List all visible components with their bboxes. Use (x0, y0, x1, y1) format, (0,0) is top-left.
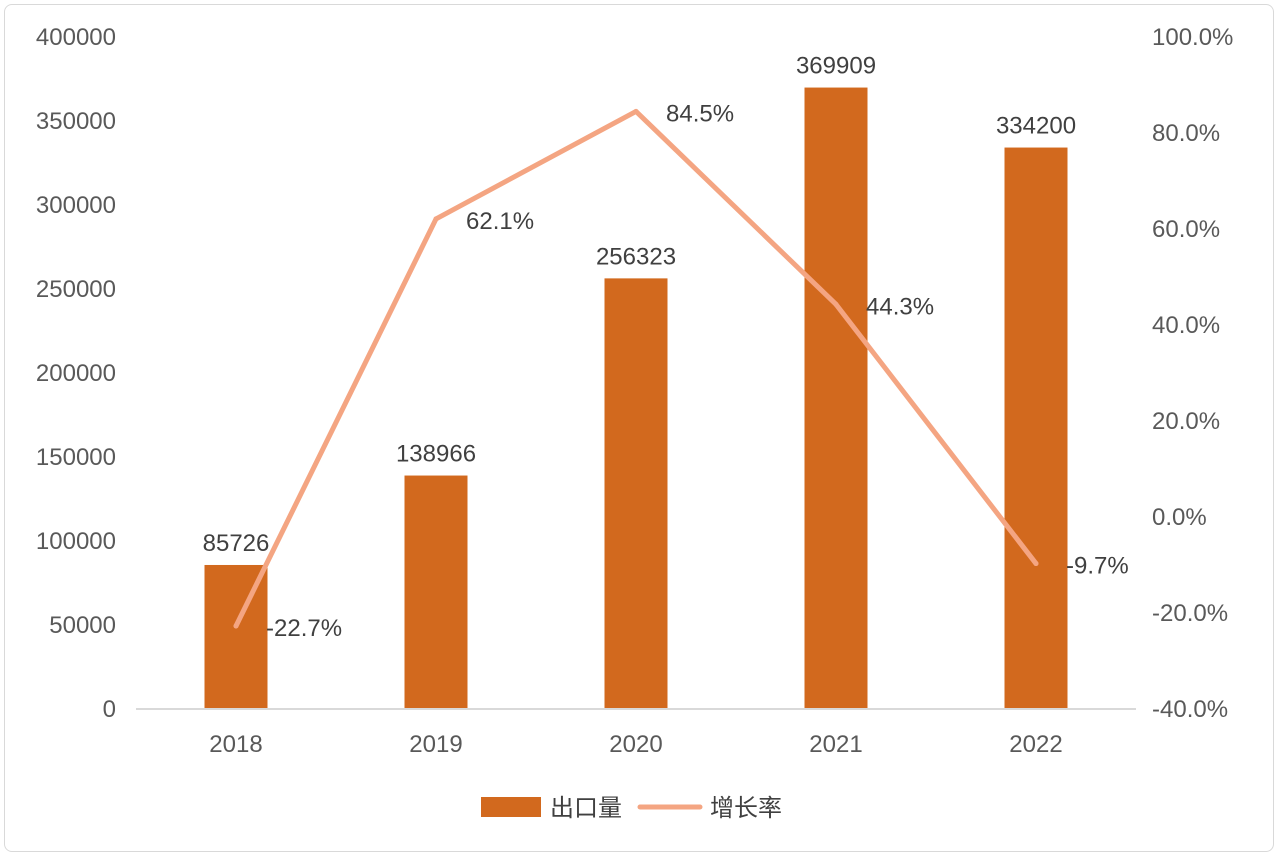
line-value-label: 62.1% (466, 208, 534, 235)
legend: 出口量 增长率 (481, 794, 782, 822)
bar-value-label: 369909 (796, 53, 876, 80)
left-axis-tick-label: 300000 (36, 192, 116, 219)
x-axis-tick-label: 2018 (209, 731, 262, 758)
growth-rate-point-2022 (1033, 561, 1039, 567)
bar-value-label: 334200 (996, 113, 1076, 140)
legend-label-line: 增长率 (710, 794, 782, 822)
growth-rate-point-2020 (633, 108, 639, 114)
bar-data-labels: 85726 138966 256323 369909 334200 (203, 53, 1076, 557)
left-axis-tick-label: 200000 (36, 360, 116, 387)
bar-value-label: 256323 (596, 243, 676, 270)
bars (204, 87, 1068, 710)
line-value-label: 84.5% (666, 100, 734, 127)
x-axis-tick-label: 2022 (1009, 731, 1062, 758)
left-axis-tick-label: 250000 (36, 276, 116, 303)
growth-line-layer (233, 108, 1039, 629)
growth-rate-point-2019 (433, 216, 439, 222)
right-axis-tick-label: 100.0% (1152, 24, 1233, 51)
right-axis-tick-label: 80.0% (1152, 120, 1220, 147)
right-axis-ticks: -40.0% -20.0% 0.0% 20.0% 40.0% 60.0% 80.0% 100.… (1152, 24, 1233, 723)
x-axis-tick-label: 2020 (609, 731, 662, 758)
right-axis-tick-label: 0.0% (1152, 504, 1207, 531)
right-axis-tick-label: 40.0% (1152, 312, 1220, 339)
bar-2020 (604, 278, 668, 709)
legend-swatch-bar (481, 797, 541, 817)
left-axis-ticks: 0 50000 100000 150000 200000 250000 300000 3500… (36, 24, 116, 723)
line-value-label: -22.7% (266, 615, 342, 642)
bar-2018 (204, 564, 268, 709)
left-axis-tick-label: 100000 (36, 528, 116, 555)
line-value-label: -9.7% (1066, 553, 1129, 580)
bar-2022 (1004, 147, 1068, 709)
left-axis-tick-label: 150000 (36, 444, 116, 471)
line-data-labels: -22.7% 62.1% 84.5% 44.3% -9.7% (266, 100, 1129, 642)
left-axis-tick-label: 350000 (36, 108, 116, 135)
growth-rate-point-2021 (833, 301, 839, 307)
left-axis-tick-label: 0 (103, 696, 116, 723)
bar-value-label: 85726 (203, 530, 270, 557)
growth-rate-point-2018 (233, 623, 239, 629)
right-axis-tick-label: 60.0% (1152, 216, 1220, 243)
left-axis-tick-label: 400000 (36, 24, 116, 51)
legend-label-bar: 出口量 (550, 794, 622, 822)
right-axis-tick-label: 20.0% (1152, 408, 1220, 435)
right-axis-tick-label: -40.0% (1152, 696, 1228, 723)
bar-2021 (804, 87, 868, 710)
category-labels: 2018 2019 2020 2021 2022 (209, 731, 1062, 758)
bar-value-label: 138966 (396, 441, 476, 468)
left-axis-tick-label: 50000 (49, 612, 116, 639)
right-axis-tick-label: -20.0% (1152, 600, 1228, 627)
bar-2019 (404, 475, 468, 709)
x-axis-tick-label: 2021 (809, 731, 862, 758)
x-axis-tick-label: 2019 (409, 731, 462, 758)
line-value-label: 44.3% (866, 293, 934, 320)
